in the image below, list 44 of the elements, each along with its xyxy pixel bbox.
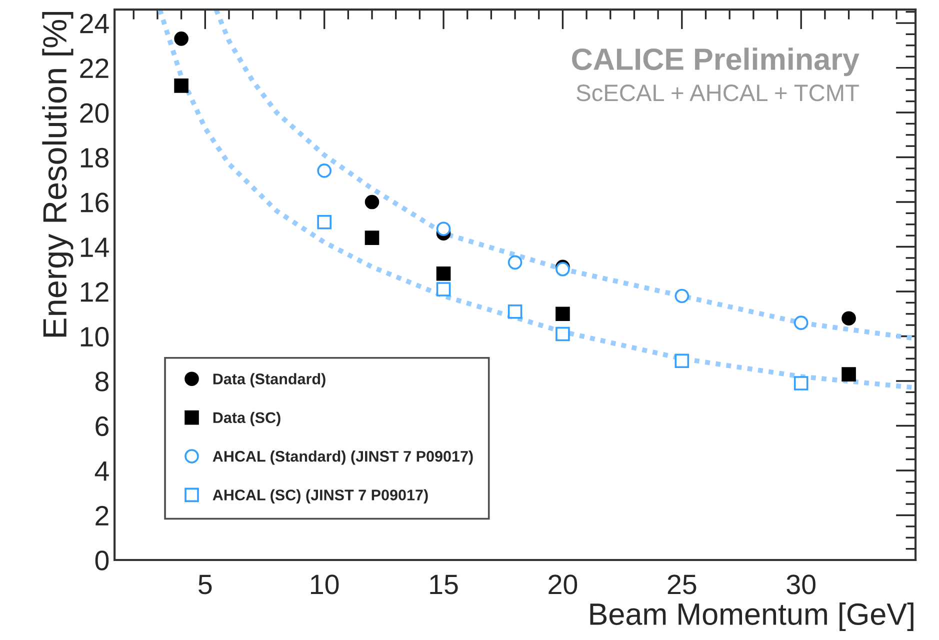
y-tick-label: 16 (80, 192, 108, 212)
point (842, 367, 856, 382)
point (556, 326, 570, 342)
point (842, 311, 856, 326)
point (794, 376, 808, 390)
point (794, 316, 808, 330)
x-tick-label: 25 (668, 574, 696, 594)
point (174, 78, 188, 93)
point (674, 288, 690, 304)
point (436, 222, 451, 236)
legend-label: Data (Standard) (213, 373, 326, 388)
y-tick-label: 8 (95, 372, 108, 392)
y-tick-label: 4 (94, 461, 109, 481)
point (436, 282, 451, 296)
legend-label: AHCAL (Standard) (JINST 7 P09017) (212, 450, 473, 465)
x-tick-label: 15 (430, 574, 458, 594)
y-tick-label: 24 (80, 14, 109, 34)
annotation: CALICE Preliminary (572, 48, 860, 76)
legend-label: Data (SC) (213, 412, 280, 426)
x-axis-title: Beam Momentum [GeV] (590, 602, 914, 632)
y-tick-label: 12 (80, 282, 108, 302)
x-tick-label: 10 (311, 574, 339, 594)
y-tick-label: 10 (80, 326, 109, 347)
point (556, 306, 570, 322)
point (317, 215, 332, 230)
point (674, 354, 690, 368)
point (436, 266, 451, 281)
y-tick-label: 18 (80, 148, 108, 168)
y-axis-title: Energy Resolution [%] (42, 12, 74, 337)
x-tick-label: 5 (198, 574, 212, 594)
y-tick-label: 0 (95, 550, 109, 570)
y-tick-label: 2 (96, 506, 108, 526)
point (174, 32, 188, 46)
x-tick-label: 20 (548, 574, 578, 594)
x-tick-label: 30 (786, 574, 816, 594)
point (364, 194, 380, 210)
annotation: ScECAL + AHCAL + TCMT (576, 84, 859, 102)
y-tick-label: 22 (80, 58, 108, 78)
point (508, 304, 522, 319)
y-tick-label: 6 (96, 416, 108, 436)
legend-label: AHCAL (SC) (JINST 7 P09017) (212, 489, 428, 504)
y-tick-label: 14 (80, 238, 109, 257)
y-tick-label: 20 (80, 103, 109, 123)
point (364, 230, 380, 245)
